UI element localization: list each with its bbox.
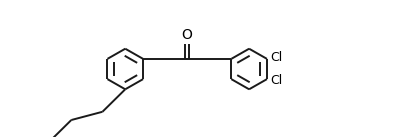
Text: O: O bbox=[182, 28, 192, 42]
Text: Cl: Cl bbox=[270, 51, 282, 64]
Text: Cl: Cl bbox=[270, 74, 282, 87]
